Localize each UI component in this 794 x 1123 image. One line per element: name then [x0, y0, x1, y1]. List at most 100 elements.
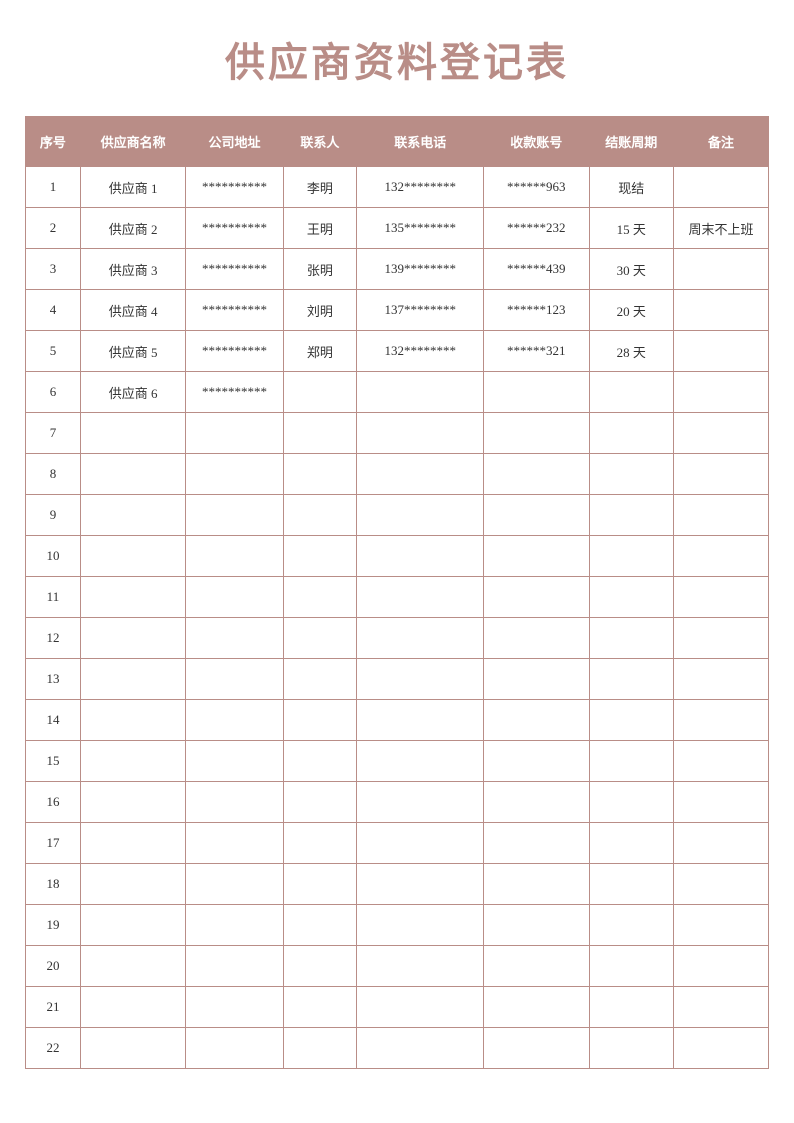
table-cell: 刘明: [283, 290, 357, 331]
table-cell: [589, 577, 673, 618]
table-cell: 21: [26, 987, 81, 1028]
table-cell: 17: [26, 823, 81, 864]
table-cell: [673, 290, 768, 331]
table-cell: [673, 905, 768, 946]
table-cell: [589, 946, 673, 987]
table-cell: [357, 577, 484, 618]
table-cell: [357, 987, 484, 1028]
table-cell: [589, 987, 673, 1028]
table-cell: [484, 905, 590, 946]
table-cell: [283, 577, 357, 618]
table-cell: 供应商 3: [80, 249, 186, 290]
table-cell: [186, 700, 283, 741]
table-cell: [283, 823, 357, 864]
table-row: 8: [26, 454, 769, 495]
col-header-index: 序号: [26, 117, 81, 167]
table-cell: 3: [26, 249, 81, 290]
col-header-address: 公司地址: [186, 117, 283, 167]
table-cell: [283, 782, 357, 823]
table-cell: [283, 1028, 357, 1069]
table-cell: [589, 659, 673, 700]
table-cell: [186, 495, 283, 536]
table-cell: 132********: [357, 331, 484, 372]
table-cell: [357, 536, 484, 577]
table-cell: 14: [26, 700, 81, 741]
table-cell: [357, 618, 484, 659]
table-cell: [484, 946, 590, 987]
table-row: 10: [26, 536, 769, 577]
table-cell: [357, 905, 484, 946]
table-cell: 135********: [357, 208, 484, 249]
table-cell: [673, 1028, 768, 1069]
table-cell: [186, 1028, 283, 1069]
table-cell: 郑明: [283, 331, 357, 372]
table-cell: ******963: [484, 167, 590, 208]
table-cell: [80, 987, 186, 1028]
table-cell: [484, 659, 590, 700]
table-cell: [186, 987, 283, 1028]
col-header-contact: 联系人: [283, 117, 357, 167]
table-row: 13: [26, 659, 769, 700]
table-cell: 供应商 2: [80, 208, 186, 249]
table-cell: 6: [26, 372, 81, 413]
table-cell: 供应商 1: [80, 167, 186, 208]
table-cell: ******439: [484, 249, 590, 290]
table-cell: [357, 372, 484, 413]
table-cell: [589, 864, 673, 905]
table-cell: [484, 782, 590, 823]
table-cell: ******232: [484, 208, 590, 249]
table-cell: 周末不上班: [673, 208, 768, 249]
table-row: 15: [26, 741, 769, 782]
table-cell: [589, 823, 673, 864]
table-cell: [673, 659, 768, 700]
table-cell: 22: [26, 1028, 81, 1069]
table-cell: 13: [26, 659, 81, 700]
table-cell: [283, 454, 357, 495]
table-cell: [357, 700, 484, 741]
table-cell: [589, 741, 673, 782]
table-cell: 132********: [357, 167, 484, 208]
table-cell: 5: [26, 331, 81, 372]
table-cell: [484, 864, 590, 905]
table-cell: [357, 1028, 484, 1069]
table-cell: [673, 946, 768, 987]
table-cell: [283, 372, 357, 413]
table-cell: [357, 659, 484, 700]
table-cell: [80, 782, 186, 823]
page-title: 供应商资料登记表: [25, 30, 769, 88]
table-cell: 19: [26, 905, 81, 946]
table-row: 1供应商 1**********李明132**************963现结: [26, 167, 769, 208]
table-cell: **********: [186, 372, 283, 413]
table-cell: [589, 618, 673, 659]
table-cell: 1: [26, 167, 81, 208]
col-header-supplier-name: 供应商名称: [80, 117, 186, 167]
table-cell: 139********: [357, 249, 484, 290]
table-cell: [283, 905, 357, 946]
col-header-settlement: 结账周期: [589, 117, 673, 167]
table-cell: 7: [26, 413, 81, 454]
table-cell: [673, 577, 768, 618]
table-cell: [80, 413, 186, 454]
table-cell: [589, 454, 673, 495]
table-cell: [80, 577, 186, 618]
table-cell: [484, 454, 590, 495]
table-row: 11: [26, 577, 769, 618]
table-cell: [186, 905, 283, 946]
table-cell: [589, 782, 673, 823]
table-cell: [186, 618, 283, 659]
table-cell: [673, 700, 768, 741]
table-cell: [357, 823, 484, 864]
table-cell: [484, 987, 590, 1028]
table-cell: [673, 536, 768, 577]
table-cell: 供应商 4: [80, 290, 186, 331]
table-cell: 15: [26, 741, 81, 782]
table-cell: [484, 741, 590, 782]
table-cell: [484, 1028, 590, 1069]
table-cell: [283, 495, 357, 536]
table-cell: [673, 454, 768, 495]
table-cell: [484, 495, 590, 536]
table-row: 19: [26, 905, 769, 946]
col-header-remark: 备注: [673, 117, 768, 167]
table-cell: [80, 536, 186, 577]
table-row: 21: [26, 987, 769, 1028]
